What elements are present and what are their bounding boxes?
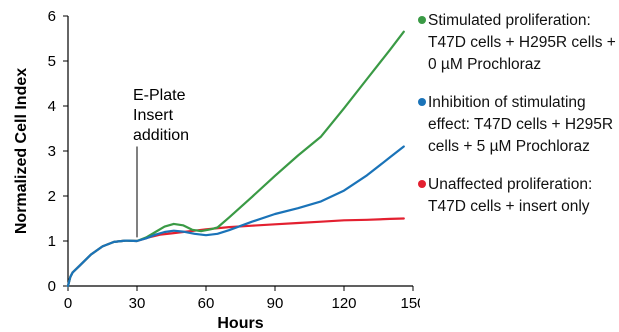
- legend-label: Stimulated proliferation: T47D cells + H…: [428, 12, 616, 73]
- legend-marker-blue: [418, 98, 426, 106]
- legend-marker-red: [418, 180, 426, 188]
- series-line-inhibition: [66, 145, 405, 288]
- y-tick-label: 2: [48, 188, 56, 205]
- series-lines: [66, 30, 405, 288]
- annotation-line: Insert: [133, 107, 174, 124]
- legend-marker-green: [418, 16, 426, 24]
- annotation-line: E-Plate: [133, 87, 186, 104]
- x-axis-title: Hours: [217, 315, 263, 332]
- y-tick-label: 0: [48, 278, 56, 295]
- legend-label: Unaffected proliferation: T47D cells + i…: [428, 176, 593, 215]
- legend-item-inhibition: Inhibition of stimulating effect: T47D c…: [418, 92, 618, 158]
- y-tick-label: 5: [48, 53, 56, 70]
- y-tick-label: 1: [48, 233, 56, 250]
- line-chart: 01234560306090120150HoursNormalized Cell…: [13, 8, 420, 332]
- y-tick-label: 4: [48, 98, 56, 115]
- x-tick-label: 30: [129, 295, 146, 312]
- annotation: E-Plate Insert addition: [133, 87, 189, 238]
- legend-label: Inhibition of stimulating effect: T47D c…: [428, 94, 614, 155]
- annotation-label: E-Plate Insert addition: [133, 87, 189, 144]
- y-tick-label: 6: [48, 8, 56, 25]
- legend-item-unaffected: Unaffected proliferation: T47D cells + i…: [418, 174, 618, 218]
- annotation-line: addition: [133, 127, 189, 144]
- x-tick-label: 60: [198, 295, 215, 312]
- x-tick-label: 150: [400, 295, 420, 312]
- x-tick-label: 0: [64, 295, 72, 312]
- x-tick-label: 120: [331, 295, 356, 312]
- legend-item-stimulated: Stimulated proliferation: T47D cells + H…: [418, 10, 618, 76]
- y-axis-title: Normalized Cell Index: [13, 68, 30, 234]
- legend: Stimulated proliferation: T47D cells + H…: [418, 10, 618, 234]
- series-line-stimulated: [66, 30, 405, 288]
- x-tick-label: 90: [267, 295, 284, 312]
- axes: 01234560306090120150HoursNormalized Cell…: [13, 8, 420, 332]
- y-tick-label: 3: [48, 143, 56, 160]
